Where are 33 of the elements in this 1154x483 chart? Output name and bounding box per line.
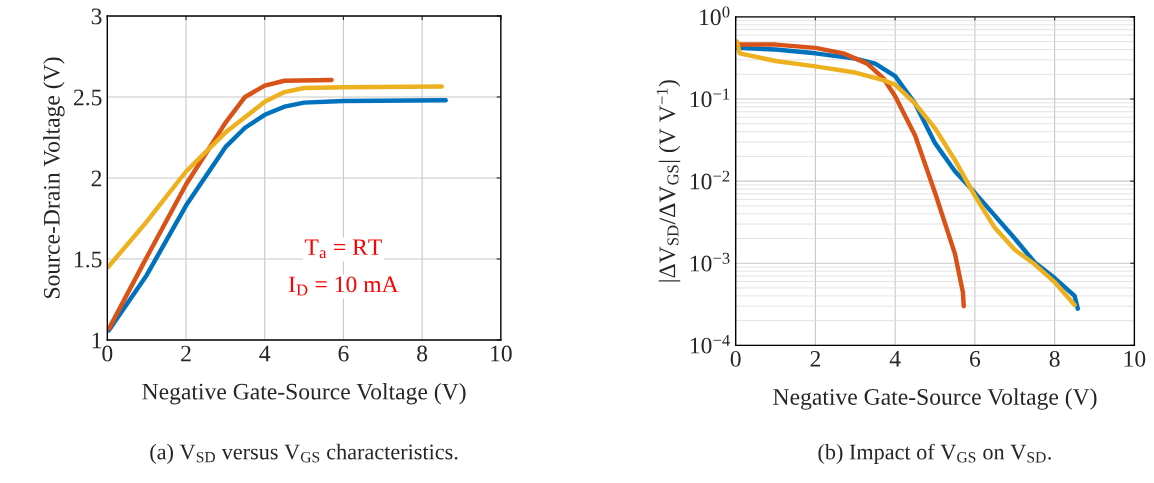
- text: (b) Impact of V$_{GS}$ on V$_{SD}$.: [818, 443, 1051, 465]
- x-tick-label: 10: [1124, 350, 1146, 367]
- x-tick-label: 2: [181, 345, 191, 362]
- annotation: T$_{a}$ = RT: [304, 239, 382, 259]
- x-axis-title: Negative Gate-Source Voltage (V): [142, 382, 466, 405]
- y-tick-label: 2: [91, 170, 102, 187]
- x-tick-label: 4: [259, 345, 271, 362]
- y-tick-label: 10$^{−2}$: [690, 170, 730, 190]
- text: (a) V$_{SD}$ versus V$_{GS}$ characteristics.: [150, 443, 458, 464]
- x-tick-label: 8: [417, 345, 428, 362]
- y-tick-label: 1: [92, 332, 102, 349]
- x-tick-label: 2: [810, 350, 821, 367]
- line-series: [107, 84, 445, 270]
- x-tick-label: 10: [491, 345, 512, 362]
- x-tick-label: 6: [338, 345, 349, 362]
- y-tick-label: 3: [91, 8, 102, 25]
- y-tick-label: 10$^{−4}$: [690, 334, 730, 354]
- x-tick-label: 0: [102, 345, 113, 362]
- x-tick-label: 0: [730, 350, 741, 367]
- x-axis-title: Negative Gate-Source Voltage (V): [773, 388, 1097, 410]
- y-tick-label: 10$^{−3}$: [690, 252, 730, 272]
- x-tick-label: 6: [970, 350, 981, 367]
- y-tick-label: 10$^{0}$: [700, 6, 730, 26]
- y-axis-title: Source-Drain Voltage (V): [43, 57, 65, 298]
- x-tick-label: 4: [889, 351, 901, 367]
- y-axis-title: |ΔV$_{SD}$/ΔV$_{GS}$| (V V$^{−1}$): [656, 80, 681, 282]
- annotation: I$_{D}$ = 10 mA: [288, 276, 399, 296]
- line-series: [107, 77, 334, 331]
- y-tick-label: 10$^{−1}$: [690, 88, 730, 108]
- line-series: [107, 97, 448, 333]
- y-tick-label: 1.5: [75, 251, 102, 268]
- y-tick-label: 2.5: [73, 89, 102, 106]
- x-tick-label: 8: [1049, 350, 1060, 367]
